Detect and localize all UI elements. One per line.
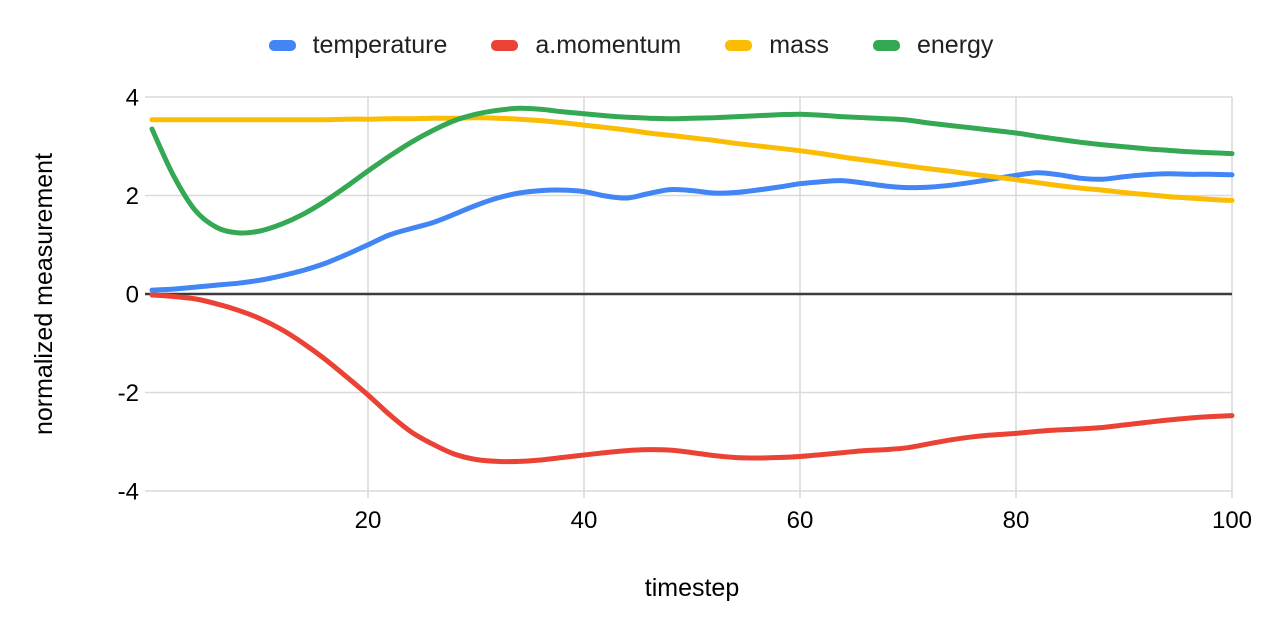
legend-item-a-momentum: a.momentum: [491, 30, 681, 60]
series-line-a-momentum: [149, 292, 1235, 465]
series-line-mass: [149, 115, 1235, 203]
series-line-energy: [149, 105, 1235, 236]
tick-labels: 20 40 60 80 100 -4 -2 0 2 4: [118, 84, 1252, 534]
legend-swatch-mass: [725, 39, 753, 51]
legend-swatch-energy: [872, 39, 900, 51]
x-axis-title: timestep: [644, 574, 740, 602]
y-tick-label: 0: [126, 281, 139, 308]
legend-label-a-momentum: a.momentum: [535, 31, 682, 59]
y-tick-label: 2: [126, 183, 139, 210]
legend-item-mass: mass: [725, 30, 829, 60]
y-gridlines: [145, 96, 1232, 492]
series-line-temperature: [149, 170, 1235, 293]
legend-label-energy: energy: [916, 31, 994, 59]
legend-label-mass: mass: [769, 31, 829, 59]
x-tick-label: 40: [571, 507, 598, 534]
y-axis-title: normalized measurement: [30, 152, 58, 436]
legend-label-temperature: temperature: [312, 31, 448, 59]
legend-item-temperature: temperature: [268, 30, 448, 60]
legend-swatch-temperature: [268, 39, 296, 51]
legend-swatch-a-momentum: [491, 39, 519, 51]
chart-legend: temperature a.momentum mass energy: [0, 30, 1262, 60]
x-gridlines: [367, 97, 1233, 498]
x-tick-label: 100: [1212, 507, 1252, 534]
legend-item-energy: energy: [872, 30, 994, 60]
x-tick-label: 20: [355, 507, 382, 534]
x-tick-label: 60: [787, 507, 814, 534]
x-tick-label: 80: [1003, 507, 1030, 534]
y-tick-label: -2: [118, 380, 139, 407]
series-lines: [149, 105, 1235, 465]
y-tick-label: -4: [118, 478, 139, 505]
y-tick-label: 4: [126, 84, 139, 111]
